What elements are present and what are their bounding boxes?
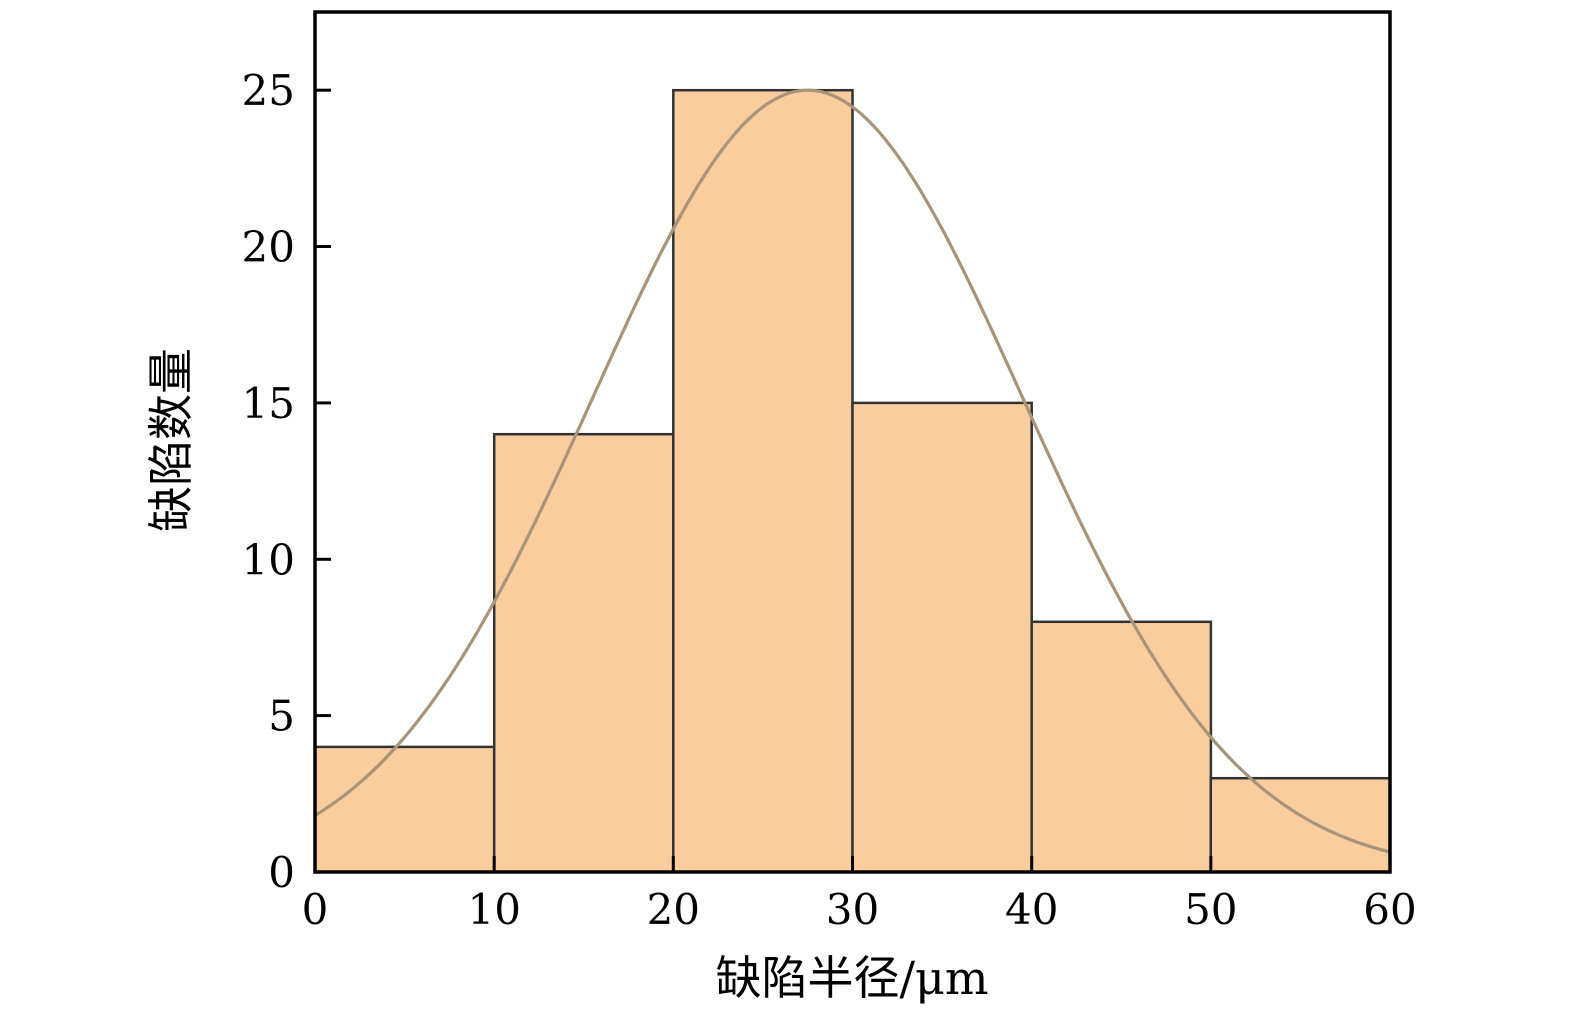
histogram-bar [1030,620,1213,874]
y-axis-label: 缺陷数量 [144,348,198,532]
x-tick-label: 0 [302,885,329,934]
y-tick-label: 15 [242,379,295,428]
y-tick-label: 25 [242,66,295,115]
x-tick-label: 50 [1184,885,1237,934]
x-tick-label: 40 [1005,885,1058,934]
x-tick-label: 20 [647,885,700,934]
x-tick-label: 60 [1363,885,1416,934]
gaussian-fit-curve [313,88,1392,854]
y-tick-label: 0 [268,848,295,897]
y-tick-label: 10 [242,535,295,584]
x-tick-label: 10 [467,885,520,934]
histogram-bar [672,88,854,874]
y-tick-label: 20 [242,223,295,272]
y-tick-label: 5 [268,692,295,741]
histogram-bar [1209,776,1392,874]
x-tick-label: 30 [826,885,879,934]
histogram-bar [492,432,675,874]
histogram-bar [851,401,1033,874]
histogram-bar [313,745,496,874]
x-axis-label: 缺陷半径/μm [715,951,989,1005]
